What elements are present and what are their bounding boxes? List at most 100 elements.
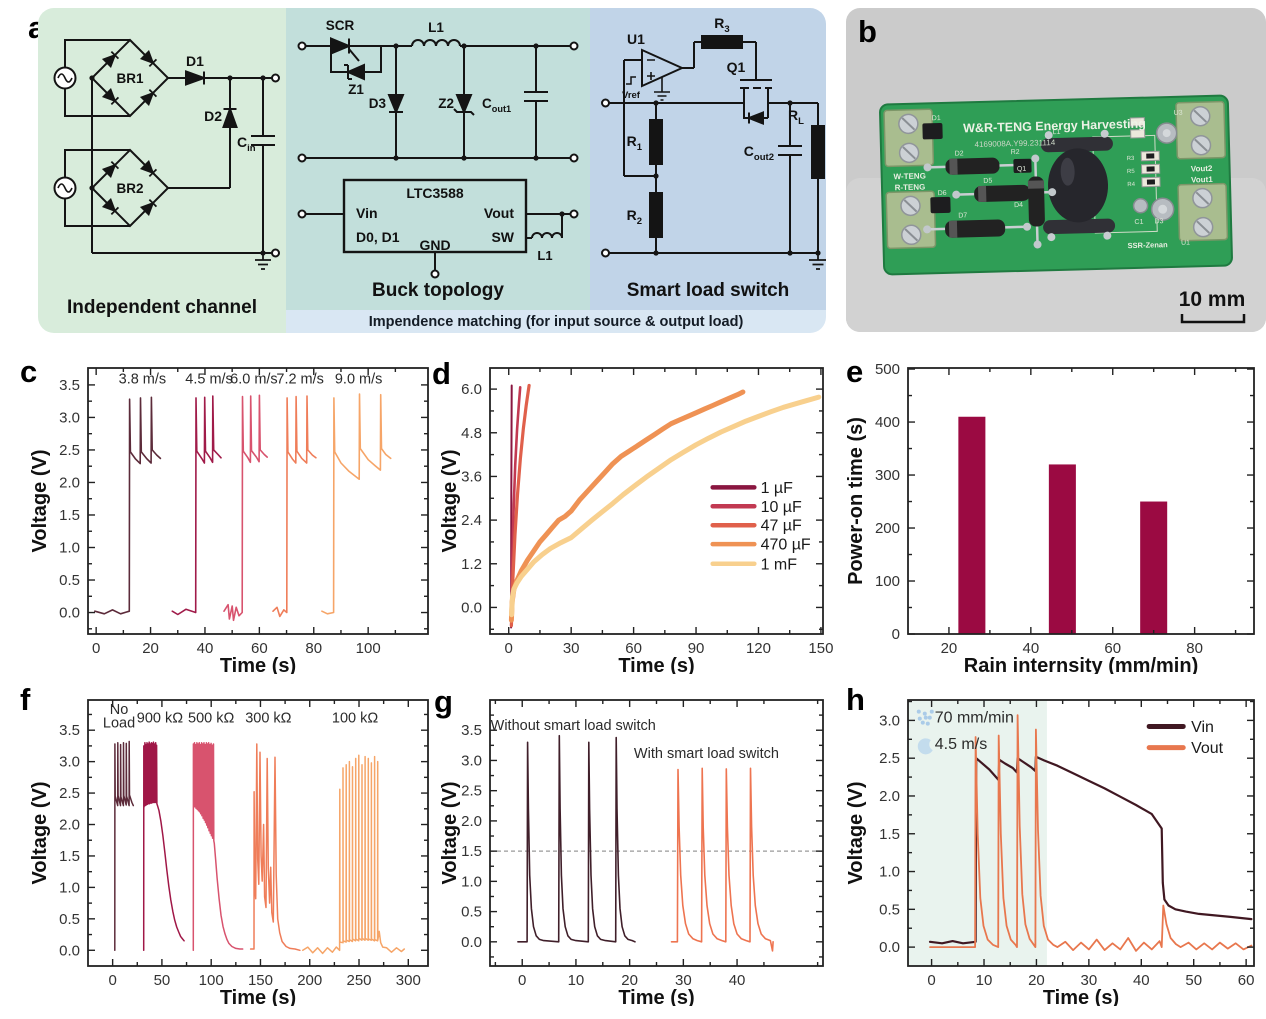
svg-text:2.5: 2.5 [59, 442, 80, 459]
label: Q1 [727, 59, 746, 75]
panel-letter-b: b [858, 14, 877, 49]
svg-text:Voltage (V): Voltage (V) [440, 450, 461, 553]
svg-text:Rain internsity (mm/min): Rain internsity (mm/min) [964, 655, 1198, 674]
capacitor-cout2-icon [778, 145, 802, 156]
junction-dots [89, 75, 266, 256]
svg-text:100: 100 [199, 972, 224, 989]
diode-d3-icon [387, 94, 405, 115]
svg-text:2.4: 2.4 [461, 512, 482, 529]
svg-text:7.2 m/s: 7.2 m/s [276, 372, 324, 388]
svg-text:2.0: 2.0 [59, 474, 80, 491]
svg-text:100 kΩ: 100 kΩ [332, 711, 378, 727]
ground-icon [255, 253, 271, 270]
terminal-icon [569, 153, 579, 163]
scale-bar [1180, 314, 1246, 324]
svg-text:1.0: 1.0 [59, 540, 80, 557]
svg-text:0.0: 0.0 [461, 934, 482, 951]
pcb-photo: W&R-TENG Energy Harvesting 4169008A.Y99.2… [846, 8, 1266, 332]
section-title: Independent channel [66, 297, 258, 318]
chart-rain-intensity-bars: 20 40 60 80 0 100 200 300 400 500 Rain internsity … [845, 356, 1266, 677]
panel-letter-h: h [846, 682, 865, 717]
pcb-silkscreen-label: R4 [1127, 182, 1135, 188]
svg-text:3.0: 3.0 [59, 754, 80, 771]
small-ics [922, 123, 1032, 214]
svg-text:120: 120 [746, 640, 771, 657]
pcb-silkscreen-label: L1 [1053, 129, 1061, 136]
svg-text:2.5: 2.5 [59, 785, 80, 802]
svg-text:100: 100 [875, 573, 900, 590]
svg-text:1.5: 1.5 [59, 507, 80, 524]
svg-text:0.5: 0.5 [59, 572, 80, 589]
terminal-icon [601, 98, 610, 108]
bridge-diodes [101, 49, 158, 217]
pcb-silkscreen-label: W-TENG [893, 171, 926, 181]
buck-topology-schematic: SCR L1 Z1 D3 Z2 Cout1 LTC3588 Vin D0, D1 Vout SW GN… [297, 18, 579, 279]
terminal-icon [569, 209, 579, 219]
label: Vin [356, 205, 378, 221]
svg-text:With smart load switch: With smart load switch [634, 746, 779, 762]
pcb-silkscreen-label: D5 [983, 178, 992, 185]
sine-icon [57, 73, 73, 83]
panel-b-pcb-photo: W&R-TENG Energy Harvesting 4169008A.Y99.2… [846, 8, 1266, 332]
svg-text:10 µF: 10 µF [761, 499, 802, 516]
svg-text:4.5 m/s: 4.5 m/s [935, 736, 987, 753]
svg-text:4.5 m/s: 4.5 m/s [185, 372, 233, 388]
scr-icon [330, 37, 352, 55]
svg-text:3.8 m/s: 3.8 m/s [119, 372, 167, 388]
chart-smart-load-switch-compare: 0 10 20 30 40 0.0 0.5 1.0 1.5 2.0 2.5 3.0 3.5 Time (s… [439, 688, 835, 1009]
svg-text:2.0: 2.0 [59, 817, 80, 834]
section-title: Buck topology [372, 280, 504, 301]
label: Z2 [438, 96, 454, 111]
inductor-l1 [1040, 129, 1116, 242]
independent-channel-schematic: D1 D2 BR1 BR2 Cin [53, 38, 280, 270]
svg-text:20: 20 [1028, 972, 1045, 989]
terminal-icon [297, 153, 307, 163]
label: BR2 [116, 181, 143, 196]
label: D0, D1 [356, 229, 400, 245]
panel-letter-e: e [846, 354, 864, 389]
svg-text:Load: Load [103, 716, 135, 732]
svg-text:Time (s): Time (s) [220, 987, 296, 1006]
svg-text:0: 0 [927, 972, 935, 989]
svg-text:500: 500 [875, 361, 900, 378]
panel-letter-c: c [20, 354, 38, 389]
svg-text:150: 150 [248, 972, 273, 989]
pcb-silkscreen-label: C1 [1134, 219, 1143, 226]
svg-text:300: 300 [875, 467, 900, 484]
label: R2 [627, 207, 642, 227]
svg-text:9.0 m/s: 9.0 m/s [335, 372, 383, 388]
label: LTC3588 [406, 185, 464, 201]
svg-text:Time (s): Time (s) [220, 655, 296, 674]
pcb-silkscreen-label: U3 [1174, 110, 1183, 117]
svg-text:70 mm/min: 70 mm/min [935, 710, 1014, 727]
svg-text:0.5: 0.5 [59, 911, 80, 928]
capacitor-cout1-icon [524, 91, 548, 102]
svg-text:0: 0 [92, 640, 100, 657]
svg-text:2.5: 2.5 [461, 783, 482, 800]
svg-text:3.0: 3.0 [59, 409, 80, 426]
pcb-silkscreen-label: Q1 [1017, 166, 1027, 173]
zener-z1-icon [345, 63, 365, 81]
svg-text:1.0: 1.0 [59, 879, 80, 896]
svg-text:3.5: 3.5 [59, 377, 80, 394]
svg-text:Voltage (V): Voltage (V) [846, 782, 867, 885]
svg-text:0.0: 0.0 [879, 939, 900, 956]
svg-text:3.5: 3.5 [59, 722, 80, 739]
svg-text:30: 30 [563, 640, 580, 657]
pcb-silkscreen-label: D6 [938, 190, 947, 197]
svg-text:Vin: Vin [1191, 719, 1214, 736]
svg-text:47 µF: 47 µF [761, 518, 802, 535]
svg-text:4.8: 4.8 [461, 425, 482, 442]
terminal-icon [271, 73, 280, 83]
panel-letter-f: f [20, 682, 31, 717]
pcb-silkscreen-label: R3 [1127, 156, 1135, 162]
pcb-silkscreen-label: Vout1 [1191, 175, 1213, 185]
wind-icon [917, 738, 933, 755]
capacitor-cin-icon [251, 135, 275, 146]
label: BR1 [116, 71, 143, 86]
resistor-r2 [649, 192, 663, 238]
svg-text:3.6: 3.6 [461, 468, 482, 485]
svg-text:Voltage (V): Voltage (V) [440, 782, 461, 885]
svg-text:0.0: 0.0 [59, 942, 80, 959]
svg-text:Time (s): Time (s) [618, 655, 694, 674]
